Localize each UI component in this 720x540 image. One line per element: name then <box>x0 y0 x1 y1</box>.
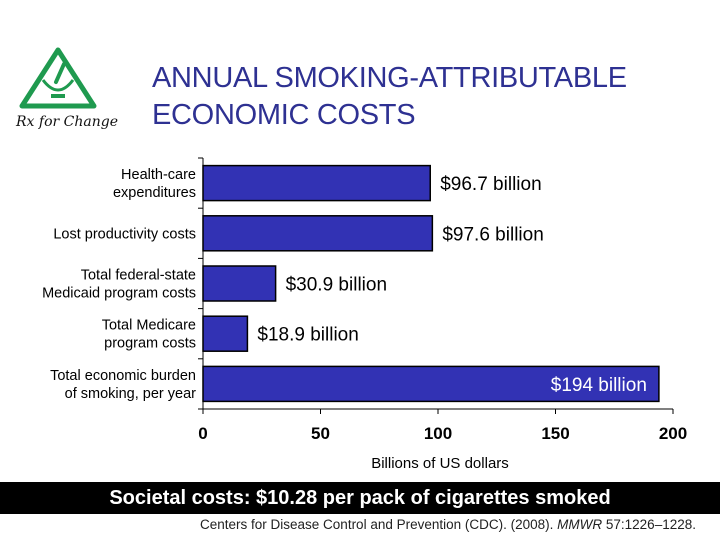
x-tick-label-4: 150 <box>541 424 569 443</box>
rx-for-change-logo: Rx for Change <box>15 47 118 130</box>
axes-layer <box>198 157 674 414</box>
data-labels: $96.7 billion $97.6 billion $30.9 billion $… <box>257 174 646 396</box>
category-label-4-line-1: Total Medicare <box>102 318 196 334</box>
bars-layer <box>202 164 660 403</box>
bar-4 <box>202 315 249 352</box>
title-line-1: ANNUAL SMOKING-ATTRIBUTABLE <box>152 62 627 94</box>
data-label-4: $18.9 billion <box>257 325 358 346</box>
data-label-2: $97.6 billion <box>442 224 543 245</box>
category-label-4-line-2: program costs <box>104 336 196 352</box>
mortar-pestle-logo-icon <box>19 47 97 109</box>
category-label-2-line-1: Lost productivity costs <box>53 226 196 242</box>
category-label-5-line-1: Total economic burden <box>50 368 196 384</box>
citation: Centers for Disease Control and Preventi… <box>200 517 696 532</box>
category-label-3-line-1: Total federal-state <box>81 268 196 284</box>
citation-journal: MMWR <box>557 517 603 532</box>
bar-2 <box>202 215 434 252</box>
bar-1 <box>202 164 431 202</box>
bar-chart: Health-care expenditures Lost productivity… <box>42 157 687 472</box>
citation-suffix: 57:1226–1228. <box>602 517 696 532</box>
category-labels: Health-care expenditures Lost productivity… <box>42 167 196 402</box>
data-label-1: $96.7 billion <box>440 174 541 195</box>
data-label-3: $30.9 billion <box>286 275 387 296</box>
tick-labels: 0 50 100 150 200 <box>198 424 687 443</box>
citation-prefix: Centers for Disease Control and Preventi… <box>200 517 558 532</box>
page-title: ANNUAL SMOKING-ATTRIBUTABLE ECONOMIC COS… <box>152 60 712 134</box>
bar-3 <box>202 265 277 302</box>
category-label-1-line-1: Health-care <box>121 167 196 183</box>
category-label-1-line-2: expenditures <box>113 185 196 201</box>
x-tick-label-1: 0 <box>198 424 207 443</box>
category-label-5-line-2: of smoking, per year <box>65 386 197 402</box>
data-label-5: $194 billion <box>551 375 647 396</box>
x-tick-label-3: 100 <box>424 424 452 443</box>
banner-text: Societal costs: $10.28 per pack of cigar… <box>109 487 611 509</box>
x-tick-label-5: 200 <box>659 424 687 443</box>
category-label-3-line-2: Medicaid program costs <box>42 286 196 302</box>
x-tick-label-2: 50 <box>311 424 330 443</box>
societal-costs-banner: Societal costs: $10.28 per pack of cigar… <box>0 482 720 514</box>
title-line-2: ECONOMIC COSTS <box>152 99 416 131</box>
x-axis-label: Billions of US dollars <box>371 455 509 472</box>
logo-text: Rx for Change <box>15 114 118 130</box>
